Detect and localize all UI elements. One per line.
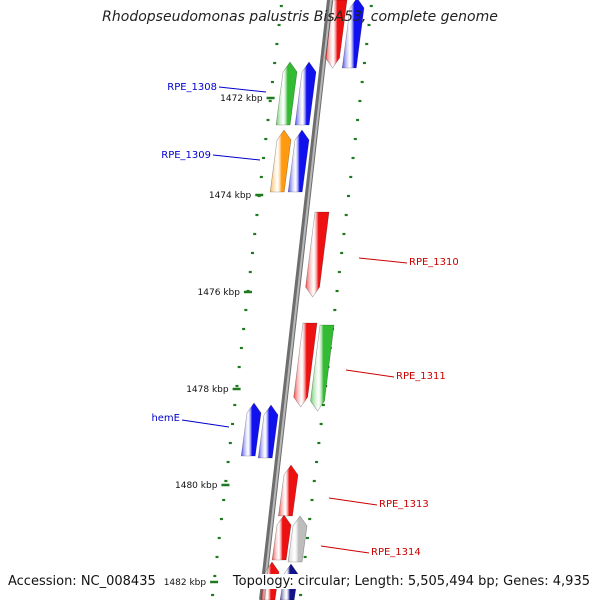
topology-label: Topology: circular; Length: 5,505,494 bp… xyxy=(232,574,590,589)
gene-leader-line xyxy=(345,369,395,378)
gene-arrow xyxy=(305,211,330,298)
gene-label: hemE xyxy=(151,413,180,424)
gene-leader-line xyxy=(181,419,230,428)
gene-arrow xyxy=(293,322,318,408)
gene-leader-line xyxy=(328,497,378,506)
gene-leader-line xyxy=(212,154,261,161)
gene-arrow xyxy=(294,61,317,126)
gene-arrow xyxy=(287,515,308,563)
gene-arrow xyxy=(341,0,365,69)
gene-leader-line xyxy=(218,86,267,93)
gene-label: RPE_1309 xyxy=(161,150,211,161)
gene-arrow xyxy=(310,324,335,412)
gene-leader-line xyxy=(320,545,370,554)
kbp-label: 1478 kbp xyxy=(186,385,229,395)
kbp-label: 1474 kbp xyxy=(209,191,252,201)
gene-leader-line xyxy=(358,257,408,264)
kbp-label: 1480 kbp xyxy=(175,481,218,491)
gene-arrow xyxy=(257,404,279,459)
kbp-label: 1482 kbp xyxy=(164,578,207,588)
map-title: Rhodopseudomonas palustris BisA53, compl… xyxy=(102,9,498,25)
gene-label: RPE_1314 xyxy=(371,547,421,558)
gene-label: RPE_1311 xyxy=(396,371,446,382)
gene-arrow xyxy=(325,0,348,69)
accession-label: Accession: NC_008435 xyxy=(8,574,156,589)
gene-arrow xyxy=(278,464,299,517)
kbp-label: 1472 kbp xyxy=(220,94,263,104)
gene-arrow xyxy=(271,514,292,561)
gene-arrow xyxy=(269,129,292,193)
gene-arrow xyxy=(275,61,298,126)
kbp-label: 1476 kbp xyxy=(198,288,241,298)
gene-arrow xyxy=(240,402,262,457)
gene-label: RPE_1313 xyxy=(379,499,429,510)
gene-label: RPE_1308 xyxy=(167,82,217,93)
gene-arrow xyxy=(287,129,310,193)
gene-label: RPE_1310 xyxy=(409,257,459,268)
